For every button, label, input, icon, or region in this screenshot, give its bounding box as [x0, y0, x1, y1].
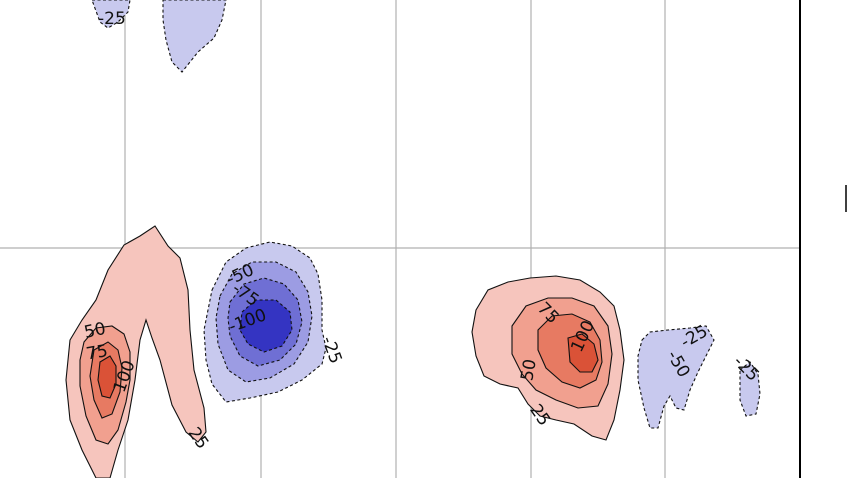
contour-fill-neg25 — [162, 0, 227, 73]
negative-region-top — [162, 0, 227, 73]
negative-region-center — [203, 241, 327, 403]
contour-fill-neg25 — [637, 325, 715, 429]
contour-label: 75 — [85, 341, 110, 364]
positive-region-west — [65, 225, 207, 478]
negative-region-far-east — [637, 325, 761, 429]
positive-region-east — [471, 275, 625, 441]
contour-label: 50 — [82, 319, 107, 343]
contour-fill-pos100 — [567, 333, 599, 373]
contour-fill-neg100 — [239, 299, 293, 353]
contour-fill-neg25 — [91, 0, 131, 29]
contour-label: 50 — [517, 358, 540, 383]
contour-fill-pos100 — [97, 355, 117, 399]
contour-labels: -25 50 75 100 25 -50 -75 -100 -25 75 100… — [82, 9, 763, 453]
contour-label: -25 — [98, 9, 126, 29]
contour-fill-neg25 — [739, 361, 761, 417]
negative-region-top-left — [91, 0, 131, 29]
